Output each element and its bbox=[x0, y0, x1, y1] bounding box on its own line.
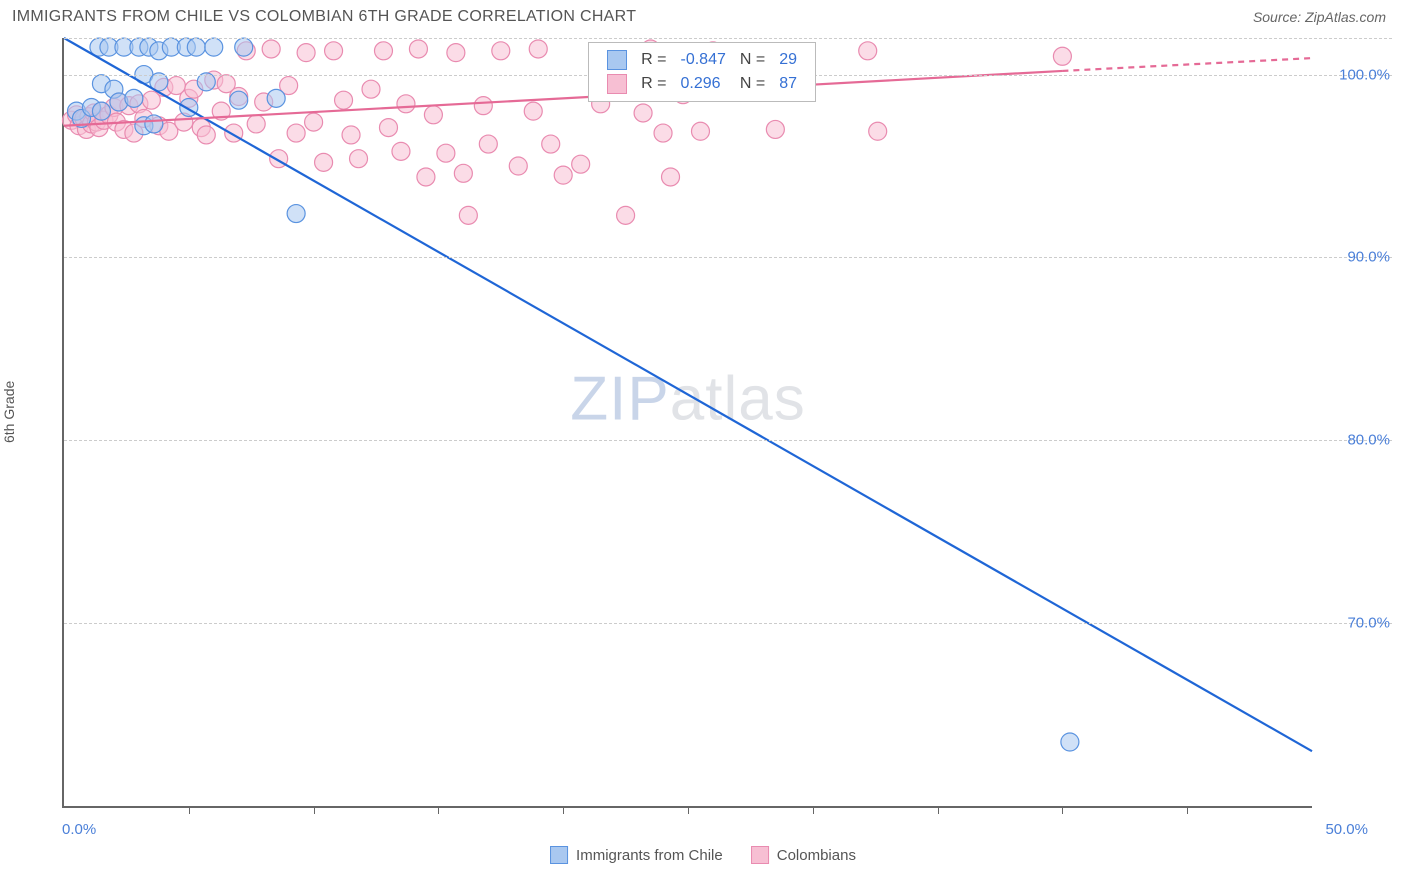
data-point bbox=[297, 44, 315, 62]
data-point bbox=[634, 104, 652, 122]
x-tick bbox=[189, 806, 190, 814]
swatch-series2-icon bbox=[607, 74, 627, 94]
chart-title: IMMIGRANTS FROM CHILE VS COLOMBIAN 6TH G… bbox=[12, 8, 636, 26]
data-point bbox=[424, 106, 442, 124]
data-point bbox=[509, 157, 527, 175]
gridline bbox=[64, 623, 1392, 624]
data-point bbox=[474, 97, 492, 115]
x-tick bbox=[438, 806, 439, 814]
correlation-stats-box: R = -0.847 N = 29 R = 0.296 N = 87 bbox=[588, 42, 816, 102]
data-point bbox=[197, 73, 215, 91]
data-point bbox=[125, 89, 143, 107]
stats-row-series2: R = 0.296 N = 87 bbox=[601, 73, 803, 95]
data-point bbox=[325, 42, 343, 60]
data-point bbox=[335, 91, 353, 109]
data-point bbox=[869, 122, 887, 140]
data-point bbox=[235, 38, 253, 56]
legend-swatch-series1-icon bbox=[550, 846, 568, 864]
data-point bbox=[267, 89, 285, 107]
data-point bbox=[542, 135, 560, 153]
legend-item-series2: Colombians bbox=[751, 846, 856, 864]
trend-line bbox=[64, 38, 1312, 751]
data-point bbox=[409, 40, 427, 58]
data-point bbox=[287, 124, 305, 142]
data-point bbox=[654, 124, 672, 142]
data-point bbox=[417, 168, 435, 186]
data-point bbox=[662, 168, 680, 186]
data-point bbox=[197, 126, 215, 144]
data-point bbox=[230, 91, 248, 109]
data-point bbox=[524, 102, 542, 120]
data-point bbox=[766, 120, 784, 138]
x-tick bbox=[938, 806, 939, 814]
y-axis-title: 6th Grade bbox=[1, 381, 17, 443]
series2-r-value: 0.296 bbox=[675, 73, 732, 95]
data-point bbox=[1053, 47, 1071, 65]
data-point bbox=[529, 40, 547, 58]
scatter-svg bbox=[64, 38, 1312, 806]
gridline bbox=[64, 257, 1392, 258]
data-point bbox=[362, 80, 380, 98]
gridline bbox=[64, 440, 1392, 441]
trend-line bbox=[1062, 58, 1312, 71]
gridline bbox=[64, 38, 1392, 39]
data-point bbox=[454, 164, 472, 182]
data-point bbox=[379, 119, 397, 137]
data-point bbox=[492, 42, 510, 60]
data-point bbox=[187, 38, 205, 56]
data-point bbox=[397, 95, 415, 113]
series1-r-value: -0.847 bbox=[675, 49, 732, 71]
data-point bbox=[350, 150, 368, 168]
data-point bbox=[262, 40, 280, 58]
data-point bbox=[447, 44, 465, 62]
data-point bbox=[617, 206, 635, 224]
data-point bbox=[859, 42, 877, 60]
source-attribution: Source: ZipAtlas.com bbox=[1253, 9, 1386, 25]
data-point bbox=[479, 135, 497, 153]
y-tick-label: 90.0% bbox=[1347, 249, 1390, 266]
series2-n-value: 87 bbox=[773, 73, 803, 95]
data-point bbox=[1061, 733, 1079, 751]
data-point bbox=[287, 205, 305, 223]
x-tick bbox=[1062, 806, 1063, 814]
series1-n-value: 29 bbox=[773, 49, 803, 71]
data-point bbox=[305, 113, 323, 131]
chart-header: IMMIGRANTS FROM CHILE VS COLOMBIAN 6TH G… bbox=[0, 0, 1406, 34]
data-point bbox=[342, 126, 360, 144]
data-point bbox=[437, 144, 455, 162]
plot-region: ZIPatlas 100.0%90.0%80.0%70.0% R = -0.84… bbox=[62, 38, 1312, 808]
data-point bbox=[459, 206, 477, 224]
x-tick bbox=[688, 806, 689, 814]
legend-swatch-series2-icon bbox=[751, 846, 769, 864]
data-point bbox=[392, 142, 410, 160]
data-point bbox=[145, 115, 163, 133]
x-tick bbox=[1187, 806, 1188, 814]
y-tick-label: 80.0% bbox=[1347, 432, 1390, 449]
data-point bbox=[572, 155, 590, 173]
chart-area: 6th Grade ZIPatlas 100.0%90.0%80.0%70.0%… bbox=[14, 38, 1392, 872]
data-point bbox=[554, 166, 572, 184]
data-point bbox=[92, 102, 110, 120]
x-tick-label-right: 50.0% bbox=[1325, 821, 1368, 838]
data-point bbox=[205, 38, 223, 56]
y-tick-label: 70.0% bbox=[1347, 615, 1390, 632]
data-point bbox=[247, 115, 265, 133]
data-point bbox=[691, 122, 709, 140]
data-point bbox=[315, 153, 333, 171]
x-tick bbox=[813, 806, 814, 814]
x-tick bbox=[563, 806, 564, 814]
legend: Immigrants from Chile Colombians bbox=[550, 846, 856, 864]
stats-row-series1: R = -0.847 N = 29 bbox=[601, 49, 803, 71]
legend-item-series1: Immigrants from Chile bbox=[550, 846, 723, 864]
swatch-series1-icon bbox=[607, 50, 627, 70]
y-tick-label: 100.0% bbox=[1339, 66, 1390, 83]
x-tick bbox=[314, 806, 315, 814]
x-tick-label-left: 0.0% bbox=[62, 821, 96, 838]
data-point bbox=[374, 42, 392, 60]
